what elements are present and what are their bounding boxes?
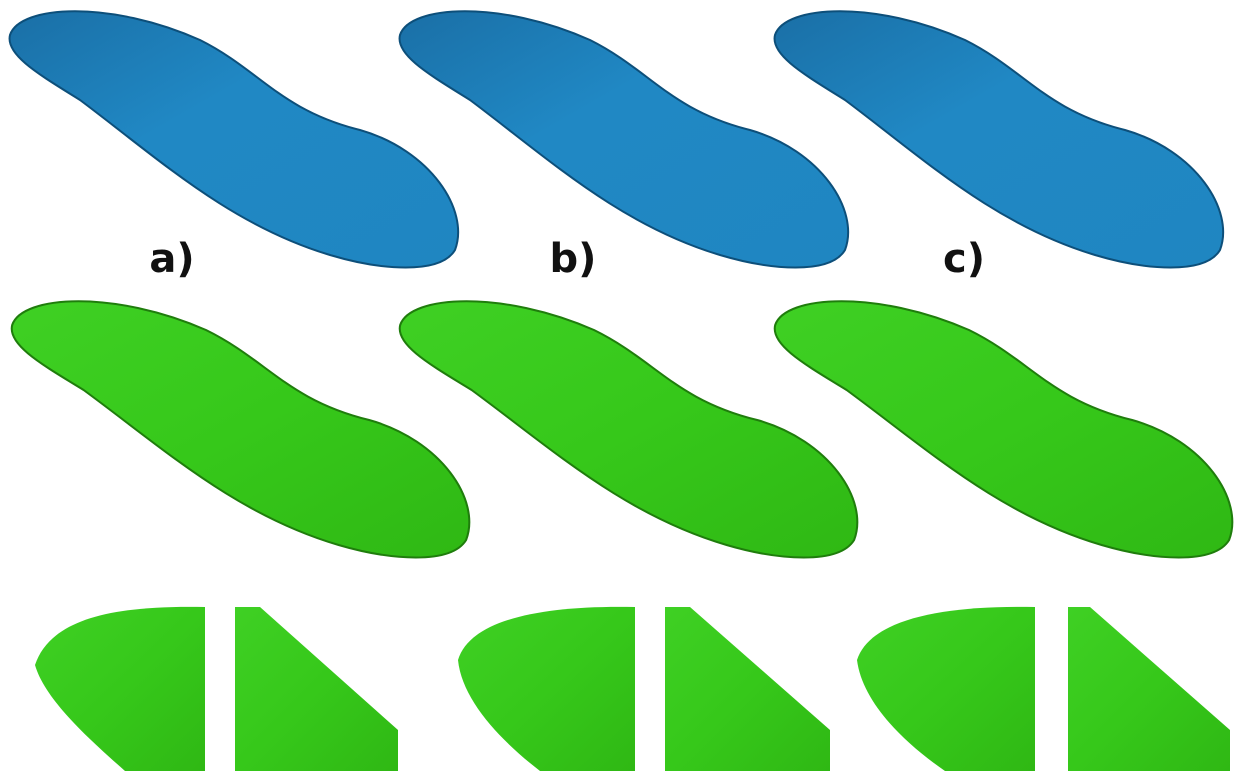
insole-a-model bbox=[8, 10, 460, 269]
label-a: a) bbox=[149, 236, 194, 282]
heel-detail-b bbox=[458, 606, 635, 771]
label-b: b) bbox=[550, 236, 597, 282]
printed-insole-a bbox=[10, 300, 471, 559]
heel-detail-a bbox=[35, 606, 205, 771]
label-c: c) bbox=[943, 236, 985, 282]
detail-crops bbox=[35, 606, 1230, 771]
green-insoles bbox=[10, 300, 1234, 559]
arch-detail-a bbox=[235, 607, 398, 771]
arch-detail-c bbox=[1068, 607, 1230, 771]
arch-detail-b bbox=[665, 607, 830, 771]
blue-insoles bbox=[8, 10, 1225, 269]
heel-detail-c bbox=[857, 606, 1035, 771]
